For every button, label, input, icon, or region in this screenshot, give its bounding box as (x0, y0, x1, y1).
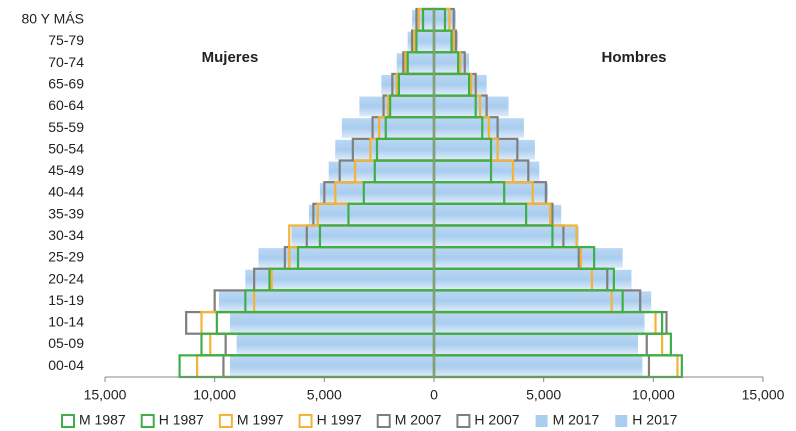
bar-shine (328, 161, 434, 182)
bar-shine (236, 334, 434, 355)
bar-shine (434, 96, 509, 117)
y-tick-label: 75-79 (48, 32, 84, 48)
y-tick-label: 10-14 (48, 314, 84, 330)
y-tick-label: 20-24 (48, 270, 84, 286)
y-tick-label: 55-59 (48, 119, 84, 135)
legend-swatch (615, 415, 628, 427)
y-tick-label: 15-19 (48, 292, 84, 308)
x-tick-label: 10,000 (632, 387, 675, 403)
bar-shine (434, 74, 487, 95)
bar-shine (434, 226, 579, 247)
bar-shine (359, 96, 434, 117)
bar-shine (434, 334, 638, 355)
bar-shine (434, 356, 643, 376)
x-tick-label: 15,000 (84, 387, 127, 403)
y-tick-label: 45-49 (48, 162, 84, 178)
legend-label: H 2007 (474, 412, 519, 428)
y-tick-label: 05-09 (48, 335, 84, 351)
legend-label: M 2017 (553, 412, 600, 428)
bar-shine (308, 204, 434, 225)
annotation: Hombres (601, 49, 666, 66)
bar-shine (434, 161, 540, 182)
x-tick-label: 5,000 (526, 387, 561, 403)
legend-swatch (140, 414, 155, 428)
y-tick-label: 35-39 (48, 205, 84, 221)
y-tick-label: 70-74 (48, 54, 84, 70)
bar-shine (335, 139, 434, 160)
legend-label: H 1997 (317, 412, 362, 428)
legend-label: H 2017 (632, 412, 677, 428)
bar-shine (341, 118, 434, 138)
x-tick-label: 5,000 (307, 387, 342, 403)
annotation: Mujeres (202, 49, 259, 66)
bar-shine (434, 313, 645, 333)
legend-swatch (376, 414, 391, 428)
y-tick-label: 25-29 (48, 249, 84, 265)
bar-shine (434, 291, 652, 312)
y-tick-label: 50-54 (48, 140, 84, 156)
bar-shine (434, 118, 524, 138)
legend-swatch (218, 414, 233, 428)
y-tick-label: 30-34 (48, 227, 84, 243)
bar-shine (381, 74, 434, 95)
bar-shine (230, 313, 434, 333)
x-tick-label: 0 (430, 387, 438, 403)
legend-label: H 1987 (159, 412, 204, 428)
bar-shine (319, 183, 434, 203)
bar-shine (434, 139, 535, 160)
legend-swatch (298, 414, 313, 428)
bar-shine (434, 183, 549, 203)
legend-label: M 2007 (395, 412, 442, 428)
y-tick-label: 00-04 (48, 357, 84, 373)
y-tick-label: 80 Y MÁS (21, 11, 84, 27)
x-tick-label: 10,000 (193, 387, 236, 403)
legend-swatch (535, 415, 548, 427)
y-tick-label: 65-69 (48, 75, 84, 91)
legend-label: M 1997 (237, 412, 284, 428)
legend-swatch (456, 414, 471, 428)
bar-shine (219, 291, 434, 312)
legend-swatch (61, 414, 75, 428)
bar-shine (434, 248, 623, 268)
y-tick-label: 60-64 (48, 97, 84, 113)
y-tick-label: 40-44 (48, 184, 84, 200)
bar-shine (230, 356, 434, 376)
bar-shine (291, 226, 434, 247)
x-tick-label: 15,000 (742, 387, 785, 403)
bar-shine (434, 269, 632, 290)
bar-shine (245, 269, 434, 290)
bar-shine (434, 204, 562, 225)
legend-label: M 1987 (79, 412, 126, 428)
bar-shine (258, 248, 434, 268)
